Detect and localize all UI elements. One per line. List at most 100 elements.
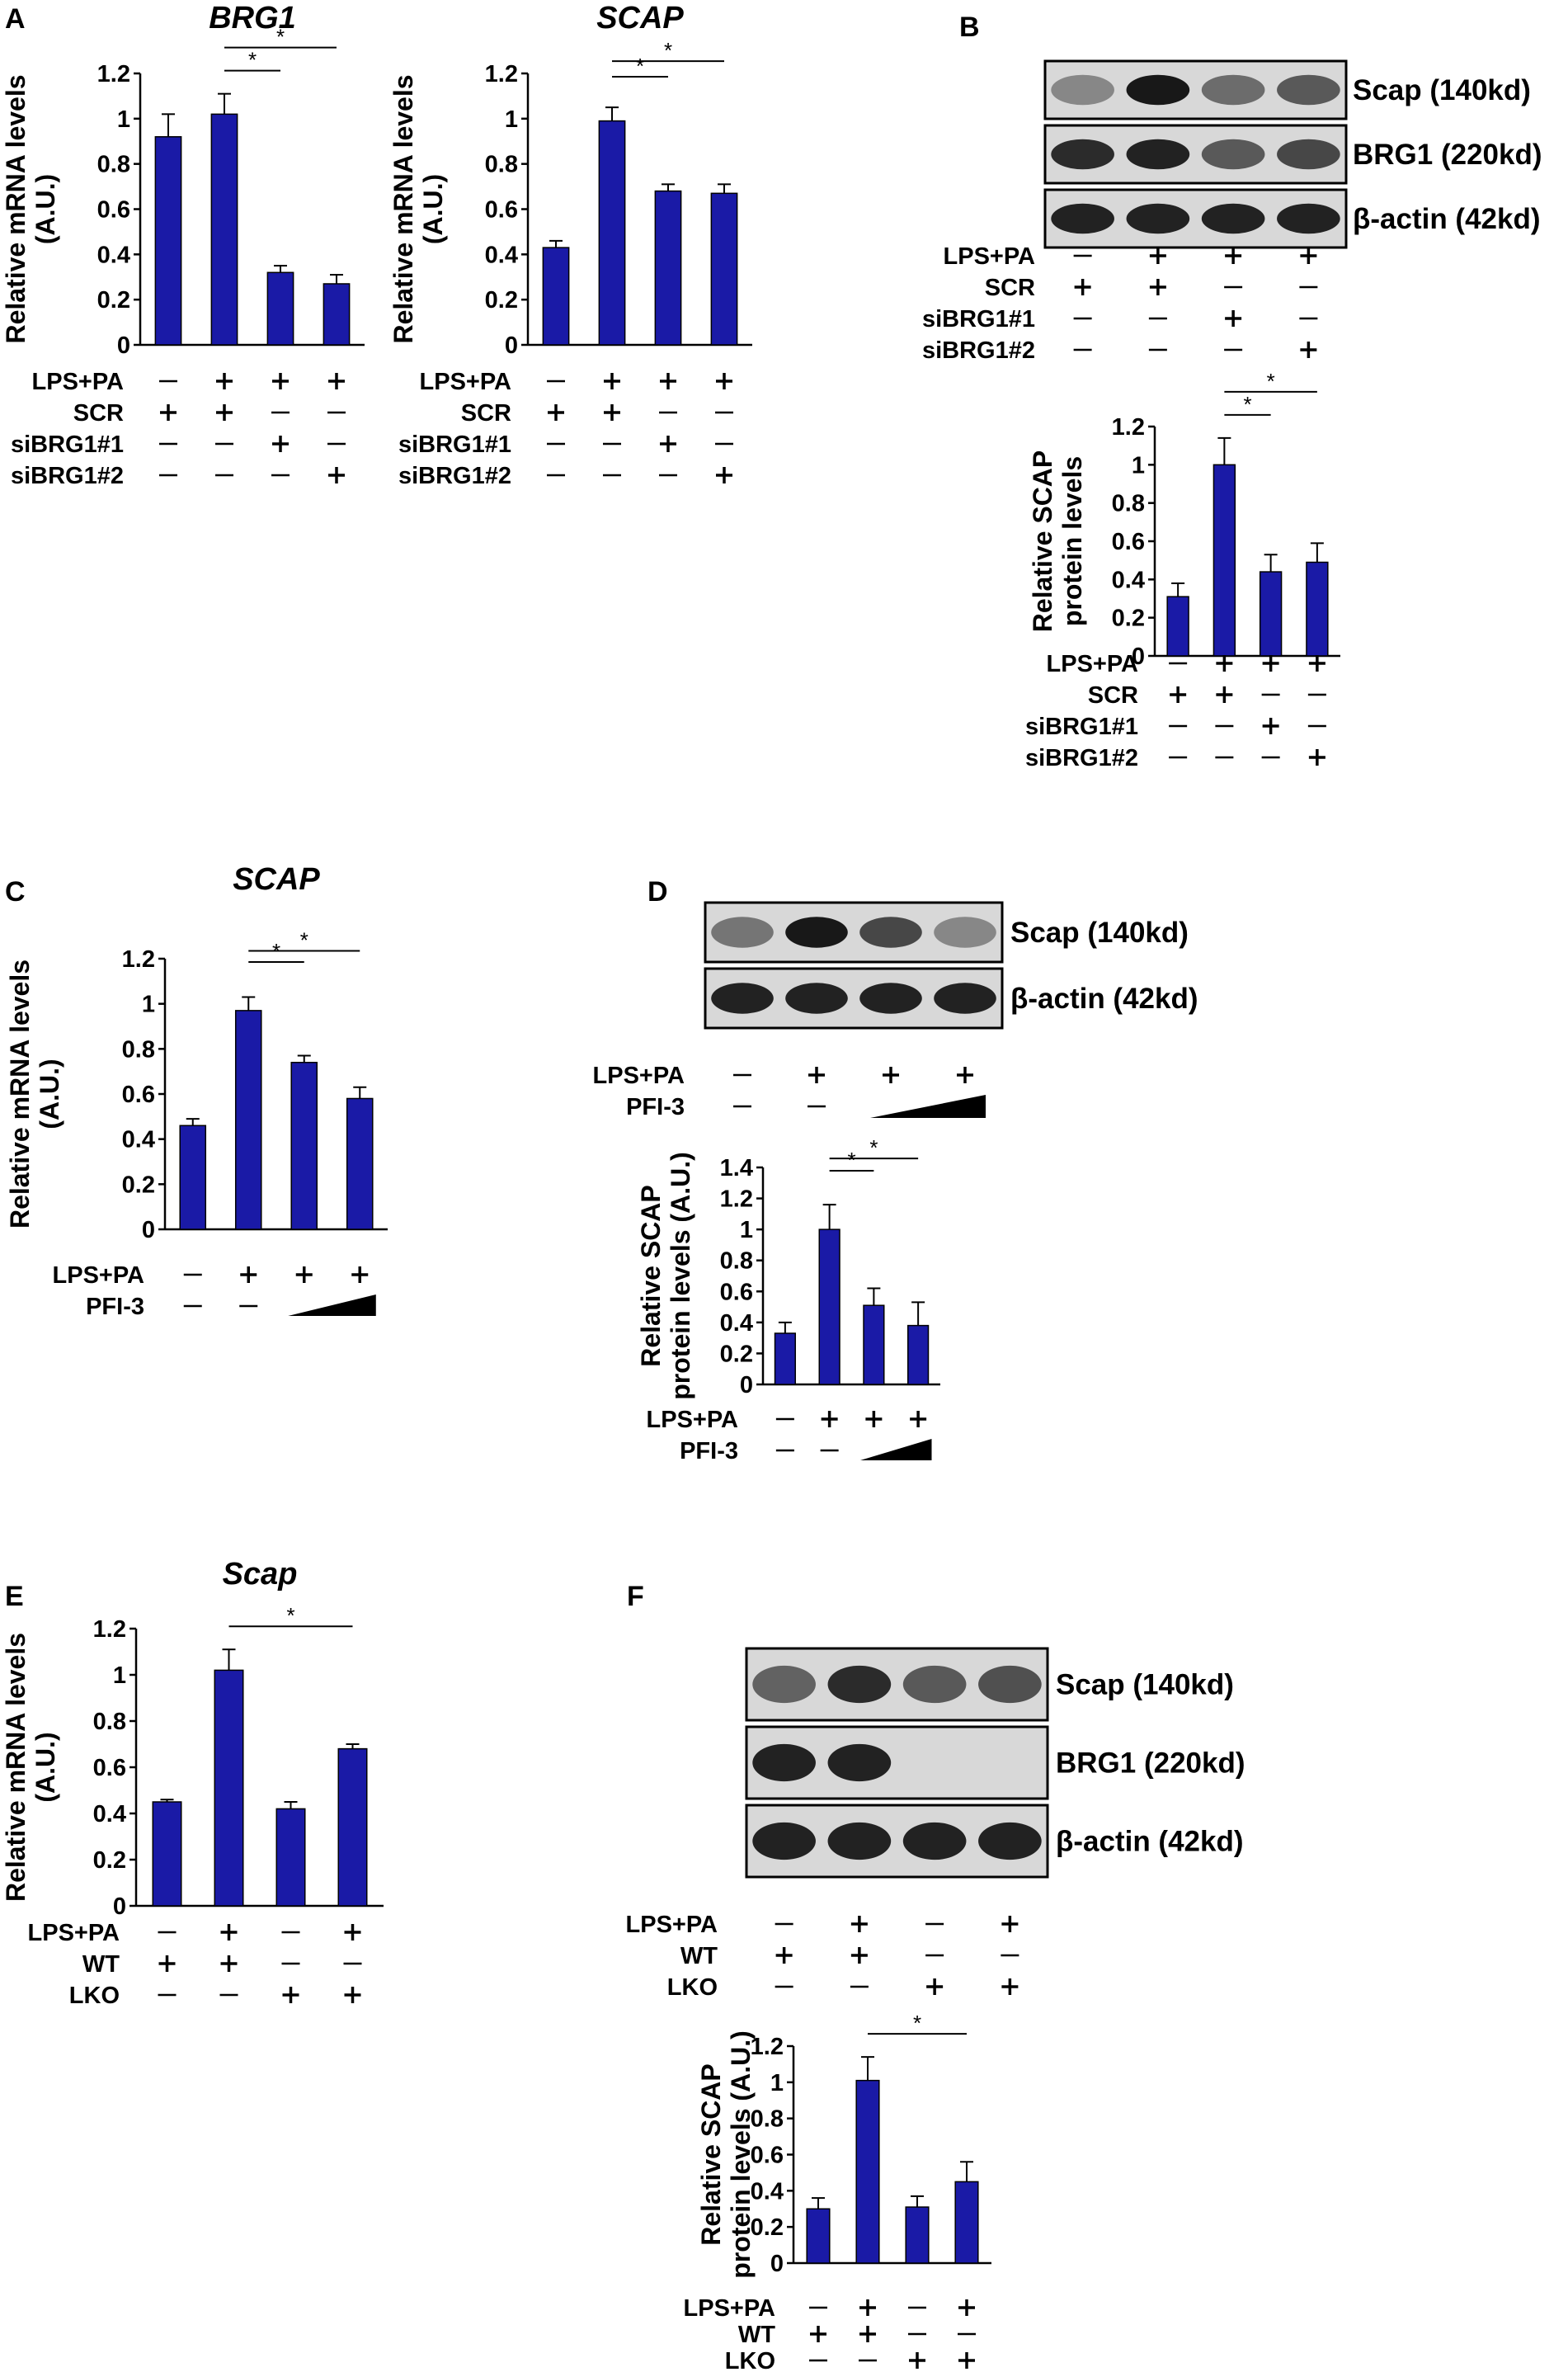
y-axis-label-line: Relative SCAP: [696, 2063, 726, 2246]
bar: [179, 1125, 207, 1230]
blot-band-label: Scap (140kd): [1353, 74, 1531, 106]
blot-condition-mark: [1074, 279, 1091, 295]
bar: [774, 1332, 796, 1385]
y-tick-label: 0.4: [122, 1127, 155, 1153]
bar: [863, 1304, 885, 1385]
bar: [346, 1097, 374, 1230]
blot-band: [785, 917, 848, 948]
condition-mark: [1308, 749, 1326, 766]
condition-label: siBRG1#2: [398, 463, 511, 489]
condition-label: SCR: [461, 400, 511, 427]
y-axis-label-line: Relative mRNA levels: [5, 960, 35, 1228]
y-axis-label: Relative mRNA levels(A.U.): [1, 1633, 60, 1902]
blot-condition-mark: [1149, 248, 1166, 264]
blot-condition-mark: [808, 1067, 825, 1083]
bar: [210, 113, 238, 346]
y-tick-label: 1.2: [122, 946, 155, 973]
y-tick-label: 0.8: [97, 152, 130, 178]
y-tick-label: 0.8: [751, 2106, 784, 2133]
y-tick-label: 0.2: [97, 287, 130, 314]
blot-condition-mark: [883, 1067, 899, 1083]
significance-star: *: [1267, 369, 1275, 394]
y-axis-label: Relative SCAPprotein levels (A.U.): [636, 1152, 695, 1400]
bar: [954, 2181, 979, 2264]
significance-star: *: [1243, 392, 1251, 417]
y-tick-label: 0: [1132, 644, 1145, 670]
significance-star: *: [286, 1603, 294, 1628]
y-axis-label-line: (A.U.): [31, 174, 60, 244]
significance-star: *: [847, 1148, 855, 1172]
blot-condition-mark: [926, 1978, 944, 1995]
chart-title-e: Scap: [223, 1557, 298, 1592]
condition-mark: [328, 373, 345, 389]
blot-condition-label: LPS+PA: [593, 1063, 685, 1089]
condition-label: LKO: [725, 2348, 775, 2372]
chart-title-a1: BRG1: [209, 1, 296, 35]
bar: [1306, 561, 1329, 657]
blot-band: [1126, 74, 1190, 106]
y-tick-label: 0.6: [122, 1082, 155, 1108]
bar: [337, 1747, 368, 1907]
blot-band: [1051, 203, 1114, 234]
blot-band: [1201, 74, 1265, 106]
blot-condition-mark: [850, 1916, 868, 1932]
bar: [1166, 596, 1189, 657]
bar: [275, 1808, 306, 1907]
blot-condition-mark: [1300, 248, 1317, 264]
y-tick-label: 0.4: [485, 242, 518, 268]
bar: [598, 120, 626, 346]
y-tick-label: 0.2: [751, 2214, 784, 2241]
blot-band: [1277, 74, 1340, 106]
y-tick-label: 0: [770, 2251, 784, 2277]
blot-band: [1126, 139, 1190, 170]
y-axis-label-line: (A.U.): [35, 1059, 64, 1129]
y-tick-label: 1.2: [485, 61, 518, 87]
blot-band: [1126, 203, 1190, 234]
y-tick-label: 0: [740, 1372, 753, 1398]
condition-label: WT: [738, 2322, 775, 2348]
blot-condition-label: LPS+PA: [626, 1912, 718, 1938]
condition-mark: [604, 404, 620, 421]
y-axis-label-line: (A.U.): [418, 174, 448, 244]
condition-mark: [344, 1924, 361, 1941]
y-tick-label: 1: [1132, 452, 1145, 479]
significance-star: *: [636, 54, 644, 78]
condition-mark: [859, 2299, 876, 2316]
condition-mark: [660, 373, 676, 389]
blot-condition-label: LPS+PA: [944, 243, 1036, 270]
y-tick-label: 0.6: [93, 1755, 126, 1781]
blot-band: [1051, 74, 1114, 106]
condition-mark: [282, 1987, 299, 2003]
condition-mark: [216, 404, 233, 421]
blot-band: [711, 917, 774, 948]
blot-condition-mark: [850, 1947, 868, 1964]
y-tick-label: 0.2: [485, 287, 518, 314]
y-tick-label: 0: [505, 332, 518, 359]
y-tick-label: 0.6: [1112, 529, 1145, 555]
condition-mark: [660, 436, 676, 452]
condition-label: SCR: [73, 400, 124, 427]
dose-wedge: [288, 1294, 376, 1316]
y-tick-label: 0.6: [720, 1279, 753, 1305]
blot-band: [978, 1822, 1042, 1860]
blot-band: [934, 983, 996, 1014]
panel-letter-f: F: [627, 1581, 644, 1612]
y-axis-label-line: protein levels (A.U.): [666, 1152, 695, 1400]
condition-mark: [158, 1955, 176, 1972]
blot-band: [752, 1822, 816, 1860]
y-axis-label: Relative mRNA levels(A.U.): [1, 74, 60, 343]
condition-mark: [240, 1266, 257, 1283]
blot-band: [752, 1743, 816, 1782]
condition-mark: [859, 2326, 876, 2342]
y-tick-label: 0.2: [1112, 606, 1145, 632]
blot-condition-label: WT: [680, 1943, 718, 1969]
significance-star: *: [300, 927, 308, 952]
y-tick-label: 0.6: [751, 2143, 784, 2169]
blot-condition-mark: [1300, 342, 1317, 358]
blot-condition-label: LKO: [667, 1974, 718, 2001]
panel-letter-e: E: [5, 1581, 24, 1612]
condition-mark: [216, 373, 233, 389]
bar: [1259, 571, 1283, 657]
y-axis-label-line: Relative mRNA levels: [1, 1633, 31, 1902]
y-axis-label-line: Relative mRNA levels: [388, 74, 418, 343]
